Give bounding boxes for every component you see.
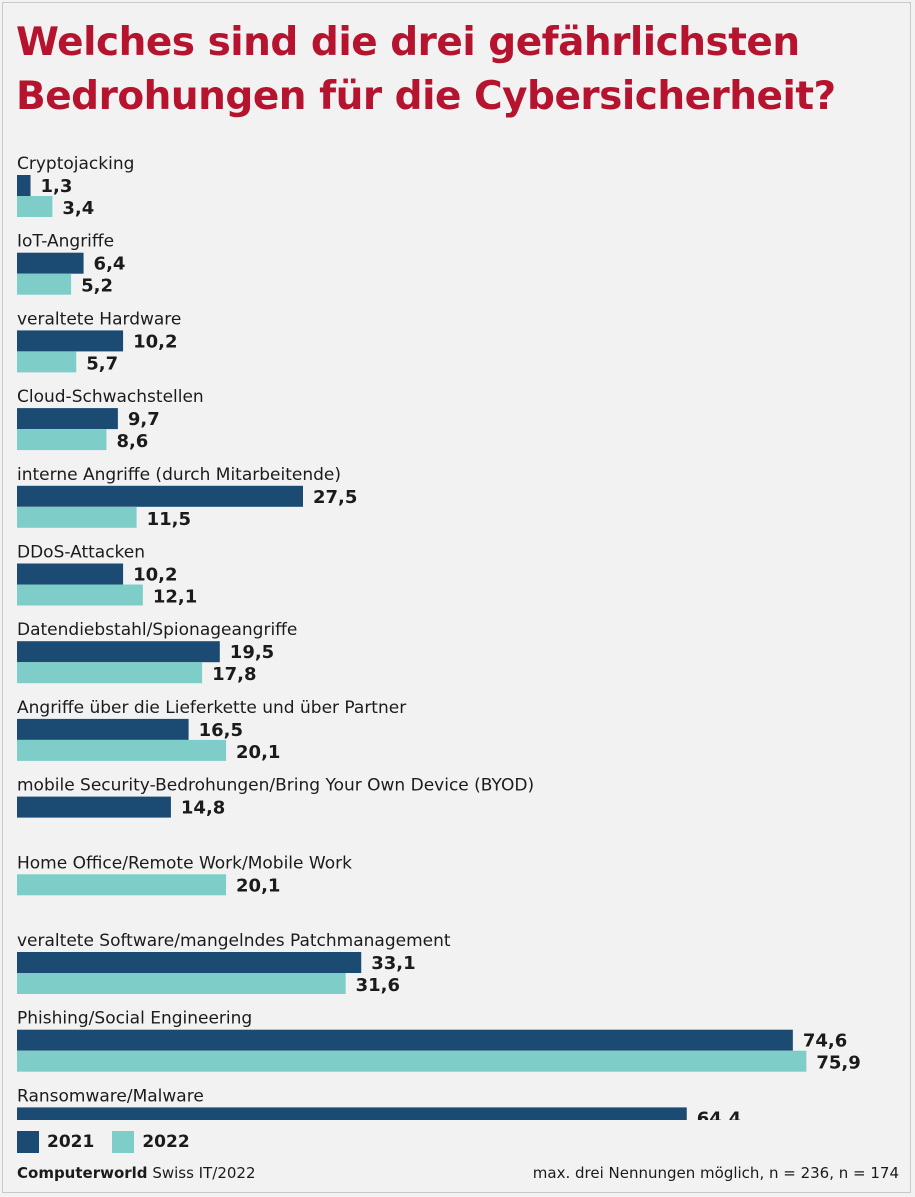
value-label-2022: 5,7 [86,353,118,374]
category-label: Datendiebstahl/Spionageangriffe [17,620,297,640]
value-label-2022: 11,5 [147,509,191,530]
category-label: veraltete Hardware [17,309,181,329]
bar-2021 [17,1029,793,1051]
category-label: mobile Security-Bedrohungen/Bring Your O… [17,776,534,796]
bar-2022 [17,273,72,295]
value-label-2022: 8,6 [116,431,148,452]
bar-2021 [17,718,189,740]
category-label: Cryptojacking [17,154,134,174]
bar-2022 [17,874,227,896]
legend-label-2021: 2021 [47,1132,95,1152]
value-label-2022: 75,9 [816,1053,860,1074]
value-label-2022: 20,1 [236,875,280,896]
category-label: Phishing/Social Engineering [17,1009,252,1029]
value-label-2022: 5,2 [81,276,113,297]
legend: 2021 2022 [17,1131,208,1153]
bar-2021 [17,1107,687,1120]
bar-2022 [17,1050,807,1072]
value-label-2022: 17,8 [212,664,256,685]
value-label-2021: 10,2 [133,565,177,586]
category-label: Cloud-Schwachstellen [17,387,204,407]
value-label-2022: 31,6 [356,975,400,996]
footer-brand: Computerworld [17,1164,148,1182]
category-label: DDoS-Attacken [17,543,145,563]
legend-item-2021: 2021 [17,1131,94,1153]
value-label-2021: 9,7 [128,409,160,430]
value-label-2021: 64,4 [697,1108,741,1120]
value-label-2022: 12,1 [153,587,197,608]
chart-title: Welches sind die drei gefährlichsten Bed… [16,20,836,119]
bar-2022 [17,973,346,994]
bar-2022 [17,429,107,451]
value-label-2021: 27,5 [313,487,357,508]
value-label-2021: 14,8 [181,798,225,819]
value-label-2021: 10,2 [133,331,177,352]
category-label: Angriffe über die Lieferkette und über P… [17,698,406,718]
value-label-2021: 33,1 [371,953,415,974]
value-label-2021: 19,5 [230,642,274,663]
bar-2022 [17,584,143,606]
value-label-2021: 16,5 [199,720,243,741]
bar-2021 [17,330,124,352]
value-label-2022: 20,1 [236,742,280,763]
footer-source-text: Swiss IT/2022 [152,1164,256,1182]
bar-2021 [17,252,84,274]
value-label-2021: 74,6 [803,1031,847,1052]
category-label: interne Angriffe (durch Mitarbeitende) [17,465,341,485]
bar-2021 [17,563,124,585]
bar-2022 [17,196,53,217]
legend-swatch-2022 [112,1131,135,1153]
legend-label-2022: 2022 [142,1132,190,1152]
bar-2022 [17,739,227,761]
footer-note: max. drei Nennungen möglich, n = 236, n … [532,1164,899,1182]
bar-2022 [17,506,137,528]
category-label: Ransomware/Malware [17,1086,204,1106]
category-label: Home Office/Remote Work/Mobile Work [17,853,352,873]
bar-2021 [17,641,220,663]
value-label-2022: 3,4 [62,198,94,219]
bar-2021 [17,175,31,196]
bar-2021 [17,408,118,430]
bar-2021 [17,796,171,818]
bar-2021 [17,952,362,973]
footer-source: Computerworld Swiss IT/2022 [17,1164,256,1182]
bar-2022 [17,351,77,373]
category-label: veraltete Software/mangelndes Patchmanag… [17,931,451,951]
value-label-2021: 1,3 [41,176,73,197]
legend-swatch-2021 [17,1131,39,1153]
category-label: IoT-Angriffe [17,232,114,252]
value-label-2021: 6,4 [94,254,126,275]
bar-2021 [17,485,303,507]
legend-item-2022: 2022 [112,1131,190,1153]
bar-2022 [17,662,203,684]
